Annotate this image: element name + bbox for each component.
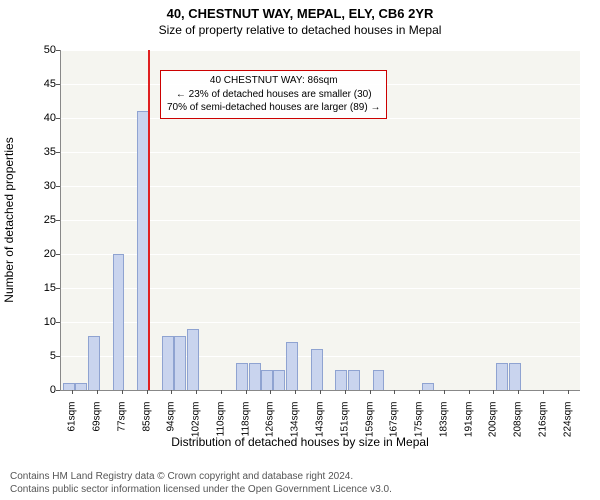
- x-tick-mark: [444, 390, 445, 394]
- x-tick-mark: [493, 390, 494, 394]
- x-tick-label: 143sqm: [315, 402, 326, 452]
- x-tick-label: 175sqm: [414, 402, 425, 452]
- y-axis-label: Number of detached properties: [2, 137, 16, 302]
- x-tick-mark: [568, 390, 569, 394]
- x-tick-label: 102sqm: [191, 402, 202, 452]
- histogram-bar: [63, 383, 75, 390]
- footer-line: Contains public sector information licen…: [10, 484, 392, 497]
- x-tick-mark: [370, 390, 371, 394]
- histogram-bar: [273, 370, 285, 390]
- y-axis: [60, 50, 61, 390]
- x-tick-mark: [295, 390, 296, 394]
- y-tick-mark: [56, 254, 60, 255]
- y-tick-label: 10: [26, 316, 56, 328]
- histogram-bar: [88, 336, 100, 390]
- histogram-bar: [236, 363, 248, 390]
- x-tick-mark: [543, 390, 544, 394]
- x-tick-label: 216sqm: [537, 402, 548, 452]
- x-tick-mark: [345, 390, 346, 394]
- x-tick-mark: [171, 390, 172, 394]
- y-tick-mark: [56, 322, 60, 323]
- x-tick-mark: [72, 390, 73, 394]
- footer-line: Contains HM Land Registry data © Crown c…: [10, 471, 392, 484]
- annotation-box: 40 CHESTNUT WAY: 86sqm ← 23% of detached…: [160, 70, 387, 119]
- x-tick-label: 134sqm: [290, 402, 301, 452]
- x-tick-mark: [147, 390, 148, 394]
- y-tick-label: 30: [26, 180, 56, 192]
- x-tick-mark: [419, 390, 420, 394]
- footer-credits: Contains HM Land Registry data © Crown c…: [10, 471, 392, 496]
- histogram-bar: [261, 370, 273, 390]
- x-tick-mark: [221, 390, 222, 394]
- y-tick-label: 35: [26, 146, 56, 158]
- y-tick-label: 5: [26, 350, 56, 362]
- annotation-line: 70% of semi-detached houses are larger (…: [167, 101, 380, 115]
- x-tick-mark: [196, 390, 197, 394]
- x-tick-label: 77sqm: [116, 402, 127, 452]
- x-tick-mark: [246, 390, 247, 394]
- y-tick-mark: [56, 220, 60, 221]
- x-tick-mark: [394, 390, 395, 394]
- y-tick-mark: [56, 288, 60, 289]
- histogram-bar: [311, 349, 323, 390]
- x-tick-label: 151sqm: [339, 402, 350, 452]
- histogram-bar: [373, 370, 385, 390]
- y-tick-label: 0: [26, 384, 56, 396]
- y-tick-label: 15: [26, 282, 56, 294]
- y-tick-label: 45: [26, 78, 56, 90]
- x-tick-label: 224sqm: [562, 402, 573, 452]
- x-tick-label: 61sqm: [67, 402, 78, 452]
- y-tick-label: 50: [26, 44, 56, 56]
- x-tick-label: 69sqm: [92, 402, 103, 452]
- y-tick-label: 20: [26, 248, 56, 260]
- x-tick-label: 118sqm: [240, 402, 251, 452]
- histogram-bar: [509, 363, 521, 390]
- x-tick-mark: [270, 390, 271, 394]
- x-tick-label: 167sqm: [389, 402, 400, 452]
- x-tick-mark: [518, 390, 519, 394]
- x-tick-label: 126sqm: [265, 402, 276, 452]
- x-tick-label: 208sqm: [513, 402, 524, 452]
- x-tick-label: 191sqm: [463, 402, 474, 452]
- annotation-line: ← 23% of detached houses are smaller (30…: [167, 88, 380, 102]
- page-title: 40, CHESTNUT WAY, MEPAL, ELY, CB6 2YR: [0, 0, 600, 21]
- histogram-bar: [187, 329, 199, 390]
- histogram-chart: 40 CHESTNUT WAY: 86sqm ← 23% of detached…: [0, 40, 600, 440]
- page-subtitle: Size of property relative to detached ho…: [0, 21, 600, 37]
- histogram-bar: [496, 363, 508, 390]
- x-tick-label: 94sqm: [166, 402, 177, 452]
- histogram-bar: [113, 254, 125, 390]
- histogram-bar: [348, 370, 360, 390]
- y-tick-mark: [56, 50, 60, 51]
- x-tick-mark: [320, 390, 321, 394]
- histogram-bar: [422, 383, 434, 390]
- x-tick-mark: [122, 390, 123, 394]
- y-tick-mark: [56, 390, 60, 391]
- x-tick-label: 159sqm: [364, 402, 375, 452]
- y-tick-mark: [56, 186, 60, 187]
- x-tick-mark: [469, 390, 470, 394]
- x-tick-label: 183sqm: [438, 402, 449, 452]
- histogram-bar: [162, 336, 174, 390]
- x-tick-label: 85sqm: [141, 402, 152, 452]
- x-tick-mark: [97, 390, 98, 394]
- y-tick-label: 25: [26, 214, 56, 226]
- x-tick-label: 110sqm: [215, 402, 226, 452]
- histogram-bar: [75, 383, 87, 390]
- histogram-bar: [335, 370, 347, 390]
- gridline: [60, 50, 580, 51]
- marker-line: [148, 50, 150, 390]
- y-tick-label: 40: [26, 112, 56, 124]
- x-tick-label: 200sqm: [488, 402, 499, 452]
- y-tick-mark: [56, 118, 60, 119]
- histogram-bar: [286, 342, 298, 390]
- plot-area: 40 CHESTNUT WAY: 86sqm ← 23% of detached…: [60, 50, 580, 390]
- y-tick-mark: [56, 84, 60, 85]
- y-tick-mark: [56, 152, 60, 153]
- histogram-bar: [249, 363, 261, 390]
- annotation-line: 40 CHESTNUT WAY: 86sqm: [167, 74, 380, 88]
- histogram-bar: [174, 336, 186, 390]
- y-tick-mark: [56, 356, 60, 357]
